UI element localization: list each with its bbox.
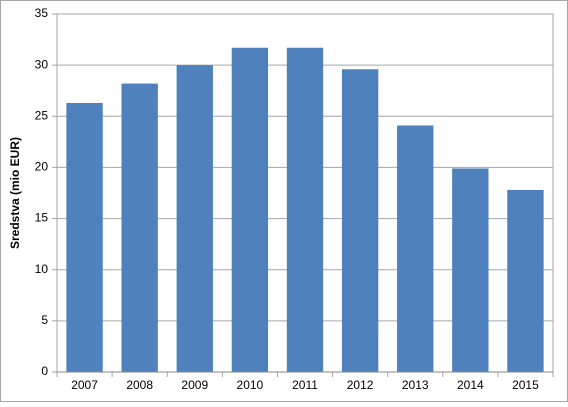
x-tick-label: 2010	[237, 378, 264, 392]
x-tick-label: 2011	[292, 378, 318, 392]
bar	[286, 47, 324, 373]
x-tick-label: 2008	[126, 378, 153, 392]
x-tick-label: 2009	[181, 378, 208, 392]
y-tick-label: 20	[35, 160, 49, 174]
bar	[231, 47, 269, 373]
bar	[397, 125, 434, 373]
x-tick-label: 2015	[512, 378, 539, 392]
x-tick-label: 2013	[402, 378, 429, 392]
y-tick-label: 0	[41, 364, 48, 378]
bar	[121, 83, 158, 372]
bar	[66, 102, 103, 372]
x-tick-label: 2014	[457, 378, 484, 392]
y-axis-label: Sredstva (mio EUR)	[8, 137, 22, 249]
y-tick-label: 30	[35, 57, 49, 71]
y-tick-label: 10	[35, 262, 49, 276]
bar	[176, 65, 213, 373]
x-tick-label: 2007	[71, 378, 98, 392]
bar	[507, 189, 544, 372]
y-tick-label: 25	[35, 108, 49, 122]
y-tick-label: 35	[35, 6, 49, 20]
x-tick-label: 2012	[347, 378, 374, 392]
bar	[452, 168, 489, 372]
y-tick-label: 15	[35, 211, 49, 225]
y-tick-label: 5	[41, 313, 48, 327]
bar	[341, 69, 379, 372]
